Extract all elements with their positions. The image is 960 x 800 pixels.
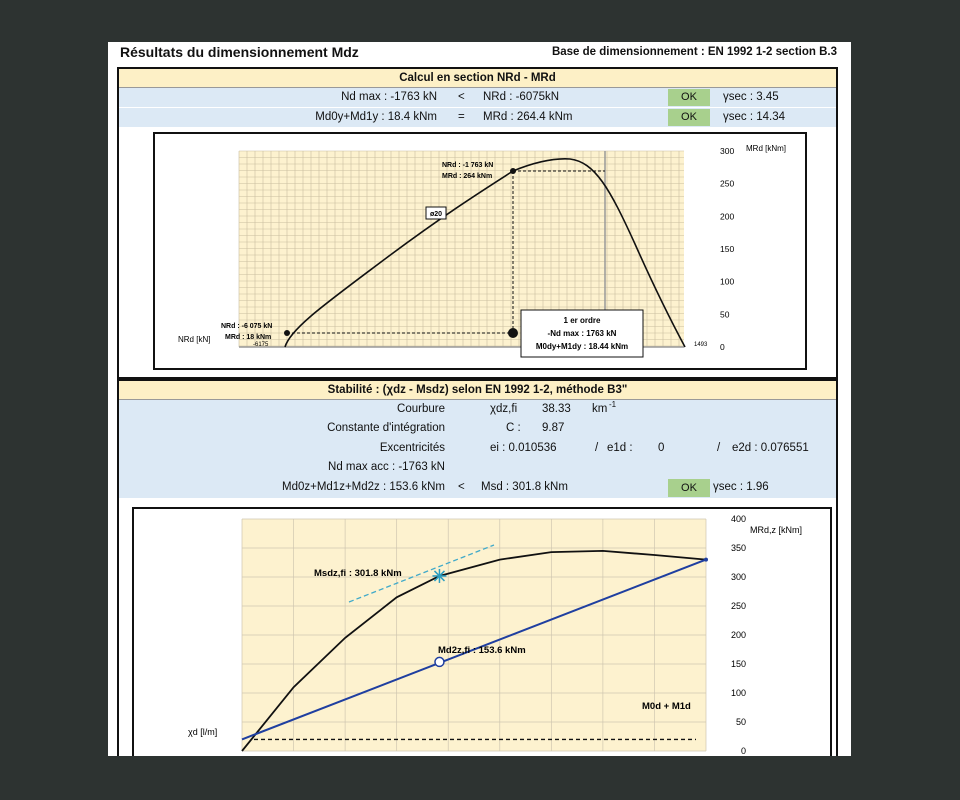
y-tick-label: 250	[720, 179, 734, 189]
stability-diagram-svg: Msdz,fi : 301.8 kNm Md2z,fi : 153.6 kNm …	[188, 514, 802, 756]
results-sheet: Résultats du dimensionnement Mdz Base de…	[108, 42, 851, 756]
op-less: <	[458, 91, 465, 103]
gamma-sec: γsec : 14.34	[723, 111, 786, 123]
y-tick-label: 200	[720, 211, 734, 221]
op-equal: =	[458, 111, 465, 123]
op-less: <	[458, 481, 465, 493]
e1d-value: 0	[658, 442, 665, 454]
series	[241, 549, 708, 752]
md2z-point	[434, 656, 445, 668]
m0d-annotation: M0d + M1d	[642, 701, 691, 712]
nrd-value: NRd : -6075kN	[483, 91, 560, 103]
peak-label-nrd: NRd : -1 763 kN	[442, 162, 493, 169]
x-axis-title: χd [l/m]	[188, 727, 217, 737]
msdz-marker	[433, 570, 445, 582]
bar-label-box	[425, 206, 447, 220]
y-tick-label: 400	[731, 514, 746, 524]
y-axis-title: MRd,z [kNm]	[750, 525, 802, 535]
y-tick-label: 50	[736, 717, 746, 727]
integration-label: Constante d'intégration	[327, 422, 445, 434]
first-order-m: M0dy+M1dy : 18.44 kNm	[536, 342, 628, 351]
courbure-unit: km	[592, 403, 608, 415]
first-order-title: 1 er ordre	[564, 316, 601, 325]
interaction-diagram-svg: ø20 NRd : -1 763 kN MRd : 264 kNm NRd : …	[178, 144, 786, 358]
x-max-label: 1493	[694, 342, 708, 348]
y-tick-label: 0	[741, 746, 746, 756]
e1d-label: e1d :	[607, 442, 633, 454]
section-nrd-mrd: Calcul en section NRd - MRd Nd max : -17…	[117, 67, 838, 379]
md0y-md1y: Md0y+Md1y : 18.4 kNm	[315, 111, 437, 123]
separator: /	[717, 442, 721, 454]
ticks: 0.00000.01000.02000.03000.04000.05000.06…	[731, 514, 746, 756]
status-badge: OK	[668, 479, 710, 497]
grid	[241, 518, 707, 752]
end-point	[704, 557, 708, 562]
msum-value: Md0z+Md1z+Md2z : 153.6 kNm	[282, 481, 445, 493]
courbure-value: 38.33	[542, 403, 571, 415]
bar-label: ø20	[430, 211, 442, 218]
courbure-symbol: χdz,fi	[490, 403, 518, 415]
low-label-mrd: MRd : 18 kNm	[225, 334, 271, 341]
y-ticks: 300 250 200 150 100 50 0	[720, 146, 734, 352]
row-m-check: Md0y+Md1y : 18.4 kNm = MRd : 264.4 kNm O…	[119, 108, 836, 127]
section-stability-title: Stabilité : (χdz - Msdz) selon EN 1992 1…	[119, 381, 836, 400]
page-title: Résultats du dimensionnement Mdz	[120, 44, 359, 60]
y-tick-label: 150	[720, 244, 734, 254]
low-label-nrd: NRd : -6 075 kN	[221, 323, 272, 330]
status-badge: OK	[668, 109, 710, 126]
x-axis-title: NRd [kN]	[178, 335, 210, 344]
courbure-label: Courbure	[397, 403, 445, 415]
section-nrd-mrd-title: Calcul en section NRd - MRd	[119, 69, 836, 88]
peak-label-mrd: MRd : 264 kNm	[442, 173, 492, 180]
design-basis: Base de dimensionnement : EN 1992 1-2 se…	[551, 46, 837, 58]
interaction-chart: ø20 NRd : -1 763 kN MRd : 264 kNm NRd : …	[153, 132, 807, 370]
y-tick-label: 300	[731, 572, 746, 582]
integration-value: 9.87	[542, 422, 565, 434]
eccentricities-label: Excentricités	[379, 442, 445, 454]
stability-chart: Msdz,fi : 301.8 kNm Md2z,fi : 153.6 kNm …	[132, 507, 832, 756]
first-order-box	[520, 309, 644, 358]
design-point-marker	[508, 328, 518, 338]
y-tick-label: 100	[731, 688, 746, 698]
y-tick-label: 200	[731, 630, 746, 640]
nd-max: Nd max : -1763 kN	[341, 91, 437, 103]
y-tick-label: 350	[731, 543, 746, 553]
separator: /	[595, 442, 599, 454]
mrd-value: MRd : 264.4 kNm	[483, 111, 573, 123]
y-tick-label: 250	[731, 601, 746, 611]
nd-max-acc: Nd max acc : -1763 kN	[328, 461, 445, 473]
gamma-sec: γsec : 1.96	[713, 481, 769, 493]
msd-curve	[241, 549, 707, 752]
msdz-annotation: Msdz,fi : 301.8 kNm	[314, 568, 402, 579]
grid	[238, 150, 684, 347]
y-tick-label: 50	[720, 309, 730, 319]
msd-value: Msd : 301.8 kNm	[481, 481, 568, 493]
status-badge: OK	[668, 89, 710, 106]
y-tick-label: 100	[720, 277, 734, 287]
row-nd-check: Nd max : -1763 kN < NRd : -6075kN OK γse…	[119, 88, 836, 107]
interaction-curve	[284, 158, 686, 348]
section-stability: Stabilité : (χdz - Msdz) selon EN 1992 1…	[117, 379, 838, 756]
y-axis-title: MRd [kNm]	[746, 144, 786, 153]
e2d-value: e2d : 0.076551	[732, 442, 809, 454]
tangent-line	[348, 544, 495, 603]
md2z-annotation: Md2z,fi : 153.6 kNm	[438, 645, 526, 656]
mrd-peak-marker	[510, 168, 516, 174]
nrd-low-marker	[284, 330, 290, 336]
y-tick-label: 150	[731, 659, 746, 669]
ei-value: ei : 0.010536	[490, 442, 557, 454]
integration-symbol: C :	[506, 422, 521, 434]
y-tick-label: 300	[720, 146, 734, 156]
first-order-nd: -Nd max : 1763 kN	[548, 329, 617, 338]
md-line	[241, 558, 707, 741]
courbure-exponent: -1	[609, 400, 617, 409]
x-min-label: -6175	[253, 342, 269, 348]
y-tick-label: 0	[720, 342, 725, 352]
stability-values: Courbure χdz,fi 38.33 km -1 Constante d'…	[119, 400, 836, 498]
gamma-sec: γsec : 3.45	[723, 91, 779, 103]
